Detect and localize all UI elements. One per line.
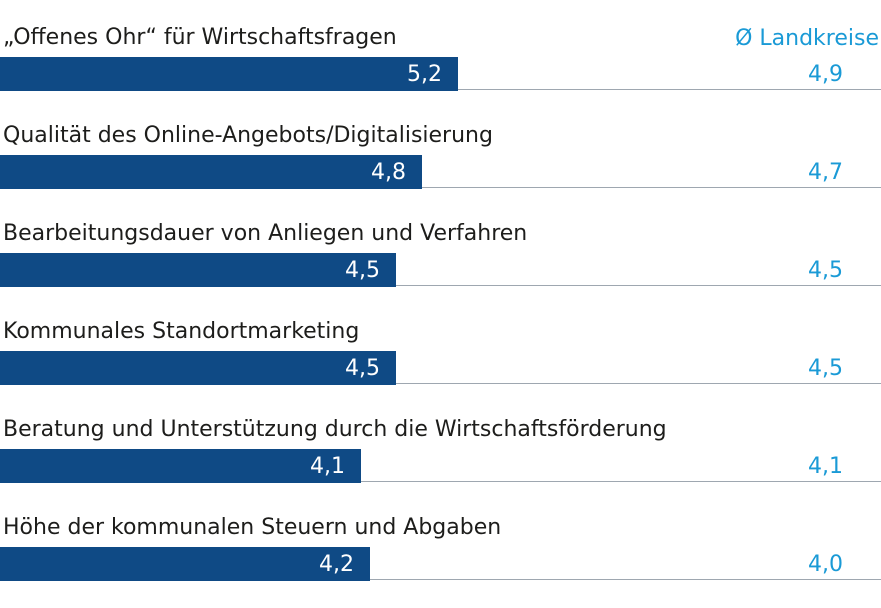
value-bar: 4,5 — [0, 351, 396, 385]
average-header-landkreise: Ø Landkreise — [735, 26, 879, 51]
average-value-label: 4,5 — [808, 258, 843, 283]
value-bar: 4,2 — [0, 547, 370, 581]
category-label: Kommunales Standortmarketing — [3, 319, 360, 344]
bar-value-label: 4,5 — [345, 258, 380, 283]
average-value-label: 4,1 — [808, 454, 843, 479]
row-divider — [0, 383, 881, 384]
average-value-label: 4,0 — [808, 552, 843, 577]
category-label: Höhe der kommunalen Steuern und Abgaben — [3, 515, 502, 540]
average-value-label: 4,9 — [808, 62, 843, 87]
value-bar: 4,1 — [0, 449, 361, 483]
category-label: Qualität des Online-Angebots/Digitalisie… — [3, 123, 493, 148]
chart-row: „Offenes Ohr“ für Wirtschaftsfragen 5,2 4,… — [0, 20, 881, 118]
chart-row: Qualität des Online-Angebots/Digitalisie… — [0, 118, 881, 216]
chart-row: Kommunales Standortmarketing 4,5 4,5 — [0, 314, 881, 412]
bar-value-label: 4,1 — [310, 454, 345, 479]
average-value-label: 4,5 — [808, 356, 843, 381]
chart-row: Höhe der kommunalen Steuern und Abgaben 4… — [0, 510, 881, 608]
value-bar: 4,8 — [0, 155, 422, 189]
chart-row: Bearbeitungsdauer von Anliegen und Verfa… — [0, 216, 881, 314]
row-divider — [0, 187, 881, 188]
average-value-label: 4,7 — [808, 160, 843, 185]
bar-value-label: 5,2 — [407, 62, 442, 87]
row-divider — [0, 579, 881, 580]
chart-row: Beratung und Unterstützung durch die Wir… — [0, 412, 881, 510]
row-divider — [0, 481, 881, 482]
bar-value-label: 4,8 — [371, 160, 406, 185]
category-label: Beratung und Unterstützung durch die Wir… — [3, 417, 667, 442]
category-label: Bearbeitungsdauer von Anliegen und Verfa… — [3, 221, 528, 246]
bar-value-label: 4,2 — [319, 552, 354, 577]
category-label: „Offenes Ohr“ für Wirtschaftsfragen — [3, 25, 397, 50]
bar-value-label: 4,5 — [345, 356, 380, 381]
value-bar: 4,5 — [0, 253, 396, 287]
value-bar: 5,2 — [0, 57, 458, 91]
row-divider — [0, 285, 881, 286]
horizontal-bar-chart: Ø Landkreise „Offenes Ohr“ für Wirtschaf… — [0, 20, 881, 581]
